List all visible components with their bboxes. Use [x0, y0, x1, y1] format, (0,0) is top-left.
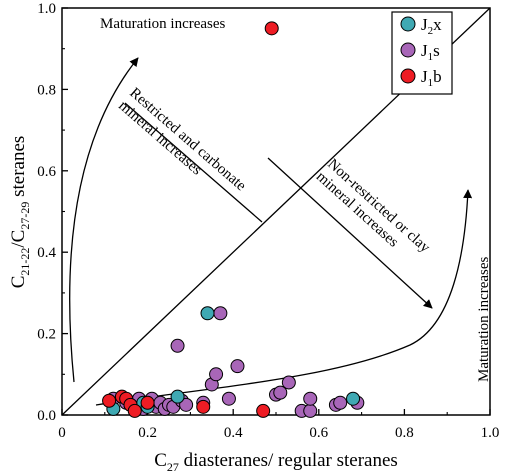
point-j1s — [281, 375, 296, 390]
y-tick-label: 0.0 — [37, 408, 56, 424]
legend-label-j2x: J2x — [421, 15, 442, 37]
y-tick-label: 0.4 — [37, 245, 56, 261]
annotation-nonrestricted-line1: Non-restricted or clay — [324, 156, 433, 256]
legend-label-j1b: J1b — [421, 67, 442, 89]
point-j1b — [256, 403, 271, 418]
legend-marker-j1s — [400, 42, 416, 58]
annotation-top-maturation: Maturation increases — [100, 16, 226, 32]
y-tick-label: 0.2 — [37, 327, 56, 343]
annotation-right-maturation: Maturation increases — [476, 256, 492, 382]
legend-marker-j1b — [400, 68, 416, 84]
annotation-restricted: Restricted and carbonate mineral increas… — [115, 85, 251, 210]
nonrestricted-trend-arrow — [95, 189, 473, 406]
legend-marker-j2x — [400, 16, 416, 32]
point-j1s — [303, 403, 318, 418]
point-j1s — [179, 397, 194, 412]
point-j1s — [213, 306, 228, 321]
point-j2x — [170, 389, 185, 404]
legend-label-j1s: J1s — [421, 41, 440, 63]
x-tick-label: 0.2 — [138, 425, 157, 441]
point-j2x — [346, 391, 361, 406]
point-j1s — [221, 391, 236, 406]
x-tick-label: 1.0 — [481, 425, 500, 441]
x-tick-label: 0.4 — [224, 425, 243, 441]
point-j1b — [140, 395, 155, 410]
restricted-trend-arrow — [69, 57, 139, 383]
point-j1b — [196, 399, 211, 414]
y-tick-label: 0.6 — [37, 164, 56, 180]
y-tick-label: 1.0 — [37, 1, 56, 17]
point-j1s — [303, 391, 318, 406]
restricted-divider-line — [124, 102, 263, 223]
point-j1s — [230, 359, 245, 374]
point-j1b — [102, 393, 117, 408]
y-axis-ticks: 0.0 0.2 0.4 0.6 0.8 1.0 — [37, 1, 68, 424]
nonrestricted-direction-arrow — [267, 157, 433, 309]
x-tick-label: 0.8 — [395, 425, 414, 441]
point-j2x — [200, 306, 215, 321]
x-axis-ticks: 0 0.2 0.4 0.6 0.8 1.0 — [58, 409, 499, 441]
x-tick-label: 0.6 — [309, 425, 328, 441]
annotation-restricted-line1: Restricted and carbonate — [126, 85, 249, 195]
annotation-nonrestricted: Non-restricted or clay mineral increases — [313, 156, 436, 271]
point-j1s — [333, 395, 348, 410]
legend: J2x J1s J1b — [391, 11, 453, 95]
data-points — [102, 21, 365, 418]
y-tick-label: 0.8 — [37, 82, 56, 98]
point-j1b — [127, 403, 142, 418]
point-j1b — [264, 21, 279, 36]
x-tick-label: 0 — [58, 425, 66, 441]
point-j1s — [170, 338, 185, 353]
x-axis-label: C27 diasteranes/ regular steranes — [154, 450, 398, 473]
y-axis-label: C21-22/C27-29 steranes — [8, 136, 32, 289]
point-j1s — [209, 367, 224, 382]
point-j1s — [273, 385, 288, 400]
